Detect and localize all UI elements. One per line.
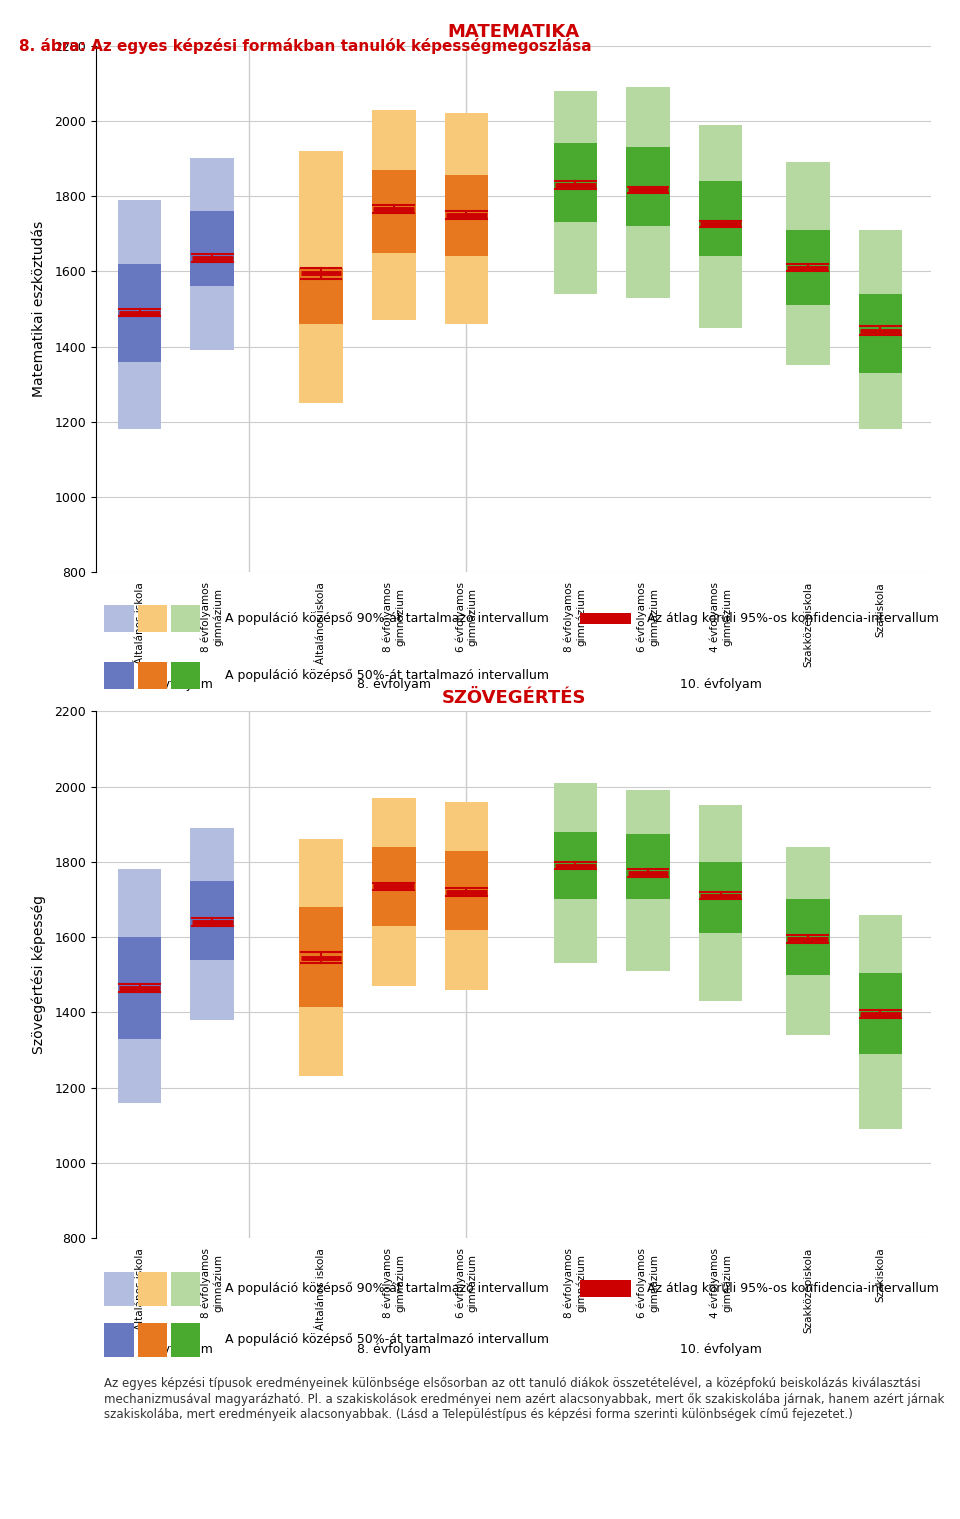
Bar	[858, 972, 902, 1054]
Bar	[626, 87, 670, 298]
Bar	[554, 91, 597, 293]
Text: 8. évfolyam: 8. évfolyam	[357, 677, 431, 691]
FancyBboxPatch shape	[171, 662, 201, 688]
Bar	[444, 114, 489, 324]
Bar	[626, 147, 670, 226]
Bar	[372, 797, 416, 986]
Bar	[699, 861, 742, 933]
FancyBboxPatch shape	[138, 1271, 167, 1306]
Text: 6. évfolyam: 6. évfolyam	[139, 677, 213, 691]
Bar	[786, 163, 829, 366]
Bar	[786, 846, 829, 1034]
FancyBboxPatch shape	[581, 614, 631, 624]
FancyBboxPatch shape	[105, 1271, 133, 1306]
Bar	[372, 170, 416, 252]
Bar	[626, 790, 670, 971]
Bar	[300, 267, 343, 324]
FancyBboxPatch shape	[171, 1323, 201, 1356]
Text: A populáció középső 90%-át tartalmazó intervallum: A populáció középső 90%-át tartalmazó in…	[226, 612, 549, 626]
Bar	[300, 907, 343, 1007]
Text: Az átlag körüli 95%-os konfidencia-intervallum: Az átlag körüli 95%-os konfidencia-inter…	[647, 1282, 939, 1296]
FancyBboxPatch shape	[105, 606, 133, 632]
Bar	[699, 181, 742, 257]
Bar	[300, 840, 343, 1077]
Bar	[626, 834, 670, 899]
Bar	[858, 914, 902, 1129]
FancyBboxPatch shape	[138, 662, 167, 688]
Bar	[554, 782, 597, 963]
Title: SZÖVEGÉRTÉS: SZÖVEGÉRTÉS	[442, 690, 586, 706]
Bar	[699, 125, 742, 328]
Bar	[300, 150, 343, 403]
Bar	[190, 881, 234, 960]
Bar	[372, 846, 416, 925]
Bar	[372, 109, 416, 321]
FancyBboxPatch shape	[138, 1323, 167, 1356]
Bar	[554, 832, 597, 899]
Bar	[858, 229, 902, 430]
Text: 10. évfolyam: 10. évfolyam	[680, 1343, 761, 1356]
Text: 6. évfolyam: 6. évfolyam	[139, 1343, 213, 1356]
Bar	[554, 143, 597, 222]
Bar	[118, 937, 161, 1039]
Text: A populáció középső 90%-át tartalmazó intervallum: A populáció középső 90%-át tartalmazó in…	[226, 1282, 549, 1296]
FancyBboxPatch shape	[171, 1271, 201, 1306]
Bar	[118, 869, 161, 1103]
Bar	[118, 201, 161, 430]
FancyBboxPatch shape	[105, 662, 133, 688]
Title: MATEMATIKA: MATEMATIKA	[447, 23, 580, 41]
Y-axis label: Szövegértési képesség: Szövegértési képesség	[32, 895, 46, 1054]
Text: 10. évfolyam: 10. évfolyam	[680, 677, 761, 691]
Text: Az átlag körüli 95%-os konfidencia-intervallum: Az átlag körüli 95%-os konfidencia-inter…	[647, 612, 939, 626]
Text: A populáció középső 50%-át tartalmazó intervallum: A populáció középső 50%-át tartalmazó in…	[226, 668, 549, 682]
Bar	[444, 175, 489, 257]
Bar	[786, 229, 829, 305]
Bar	[444, 851, 489, 930]
Bar	[786, 899, 829, 975]
Bar	[699, 805, 742, 1001]
FancyBboxPatch shape	[105, 1323, 133, 1356]
Bar	[118, 264, 161, 362]
Bar	[190, 828, 234, 1019]
FancyBboxPatch shape	[171, 606, 201, 632]
Text: 8. évfolyam: 8. évfolyam	[357, 1343, 431, 1356]
Bar	[444, 802, 489, 990]
FancyBboxPatch shape	[581, 1281, 631, 1297]
Text: A populáció középső 50%-át tartalmazó intervallum: A populáció középső 50%-át tartalmazó in…	[226, 1334, 549, 1346]
Text: 8. ábra: Az egyes képzési formákban tanulók képességmegoszlása: 8. ábra: Az egyes képzési formákban tanu…	[19, 38, 591, 55]
Bar	[190, 211, 234, 287]
Text: Az egyes képzési típusok eredményeinek különbsége elsősorban az ott tanuló diáko: Az egyes képzési típusok eredményeinek k…	[105, 1378, 945, 1420]
Bar	[190, 158, 234, 351]
Y-axis label: Matematikai eszköztudás: Matematikai eszköztudás	[32, 220, 46, 396]
Bar	[858, 293, 902, 372]
FancyBboxPatch shape	[138, 606, 167, 632]
